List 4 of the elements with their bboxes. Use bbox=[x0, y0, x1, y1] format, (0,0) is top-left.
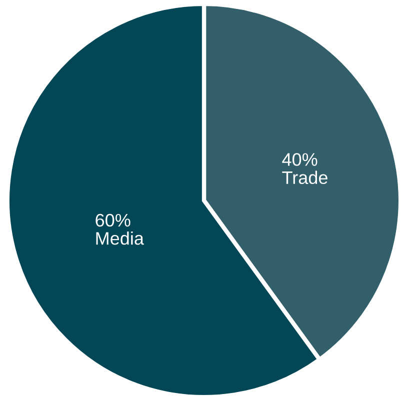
slice-label: Media bbox=[96, 232, 144, 245]
slice-label: Trade bbox=[282, 170, 328, 184]
data-label: 40% bbox=[282, 153, 318, 166]
data-label: 60% bbox=[96, 214, 130, 227]
